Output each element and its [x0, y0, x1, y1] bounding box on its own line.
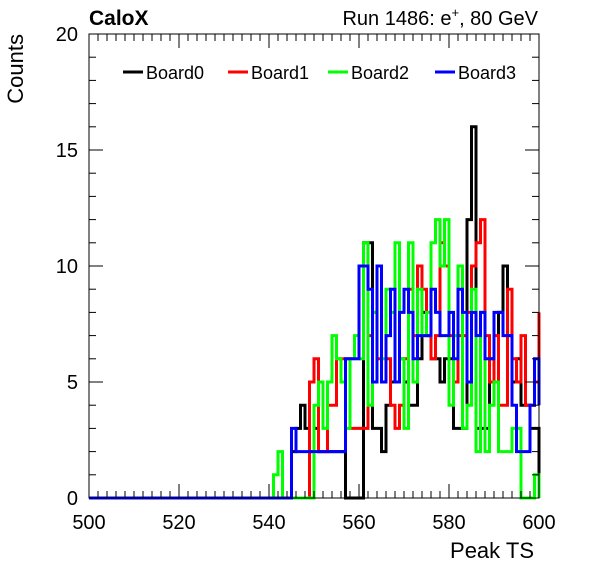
x-tick-label: 600 [522, 512, 555, 534]
x-tick-label: 500 [72, 512, 105, 534]
legend-label: Board2 [351, 63, 409, 83]
x-tick-label: 580 [432, 512, 465, 534]
series-line-board3 [89, 264, 541, 500]
axis-layer: 500 520 540 560 580 600 0 5 10 15 20 [56, 24, 556, 534]
y-tick-label: 5 [67, 372, 78, 394]
x-tick-label: 540 [252, 512, 285, 534]
series-line-board2 [89, 218, 541, 500]
legend-item-board2: Board2 [328, 63, 409, 83]
run-info-suffix: , 80 GeV [459, 8, 539, 30]
run-info-prefix: Run 1486: e [342, 8, 451, 30]
legend-label: Board0 [146, 63, 204, 83]
run-info-superscript: + [451, 5, 459, 20]
legend-item-board0: Board0 [123, 63, 204, 83]
x-axis-title: Peak TS [450, 538, 534, 563]
y-tick-label: 20 [56, 24, 78, 46]
x-tick-label: 520 [162, 512, 195, 534]
y-tick-label: 15 [56, 140, 78, 162]
y-axis-title: Counts [3, 34, 28, 104]
run-info-label: Run 1486: e+, 80 GeV [342, 5, 538, 30]
brand-label: CaloX [89, 7, 149, 30]
legend: Board0 Board1 Board2 Board3 [123, 63, 516, 83]
legend-item-board3: Board3 [435, 63, 516, 83]
legend-label: Board1 [251, 63, 309, 83]
plot-marks [89, 125, 541, 500]
legend-item-board1: Board1 [228, 63, 309, 83]
x-tick-label: 560 [342, 512, 375, 534]
legend-label: Board3 [458, 63, 516, 83]
y-tick-label: 10 [56, 256, 78, 278]
y-tick-label: 0 [67, 488, 78, 510]
